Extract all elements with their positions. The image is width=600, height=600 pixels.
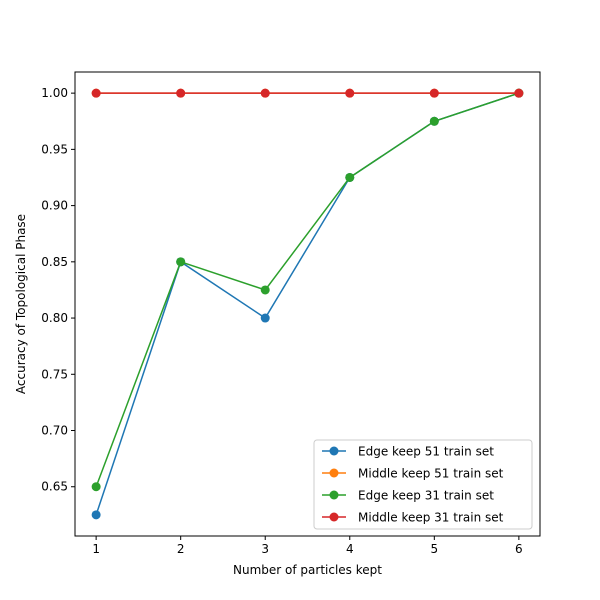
data-point [514,88,524,98]
legend: Edge keep 51 train set Middle keep 51 tra… [313,439,533,530]
data-point [260,313,270,323]
legend-label: Middle keep 51 train set [358,467,504,481]
x-tick-label: 3 [261,542,269,556]
y-axis: 0.65 0.70 0.75 0.80 0.85 0.90 0.95 1.00 [41,86,75,494]
series-4 [91,88,524,98]
data-point [91,482,101,492]
legend-label: Edge keep 31 train set [358,489,494,503]
legend-label: Middle keep 31 train set [358,511,504,525]
data-point [345,172,355,182]
legend-marker [329,446,339,456]
x-tick-label: 5 [430,542,438,556]
data-point [176,88,186,98]
data-point [429,116,439,126]
legend-entry: Edge keep 31 train set [322,489,494,503]
x-tick-label: 6 [515,542,523,556]
data-point [345,88,355,98]
y-tick-label: 0.95 [41,142,68,156]
legend-marker [329,490,339,500]
data-point [429,88,439,98]
legend-marker [329,468,339,478]
y-tick-label: 1.00 [41,86,68,100]
y-tick-label: 0.75 [41,367,68,381]
legend-entry: Edge keep 51 train set [322,445,494,459]
x-tick-label: 1 [92,542,100,556]
y-tick-label: 0.70 [41,424,68,438]
legend-marker [329,512,339,522]
data-point [260,88,270,98]
x-tick-label: 4 [346,542,354,556]
y-tick-label: 0.80 [41,311,68,325]
data-point [176,257,186,267]
y-tick-label: 0.85 [41,255,68,269]
legend-entry: Middle keep 31 train set [322,511,504,525]
x-axis-label: Number of particles kept [233,563,382,577]
legend-entry: Middle keep 51 train set [322,467,504,481]
legend-label: Edge keep 51 train set [358,445,494,459]
x-tick-label: 2 [177,542,185,556]
data-point [260,285,270,295]
series-layer [91,88,524,520]
legend-frame [313,439,533,530]
y-tick-label: 0.90 [41,199,68,213]
series-line [95,92,520,488]
data-point [91,88,101,98]
y-tick-label: 0.65 [41,480,68,494]
y-axis-label: Accuracy of Topological Phase [14,214,28,394]
x-axis: 1 2 3 4 5 6 [92,536,523,556]
data-point [91,510,101,520]
